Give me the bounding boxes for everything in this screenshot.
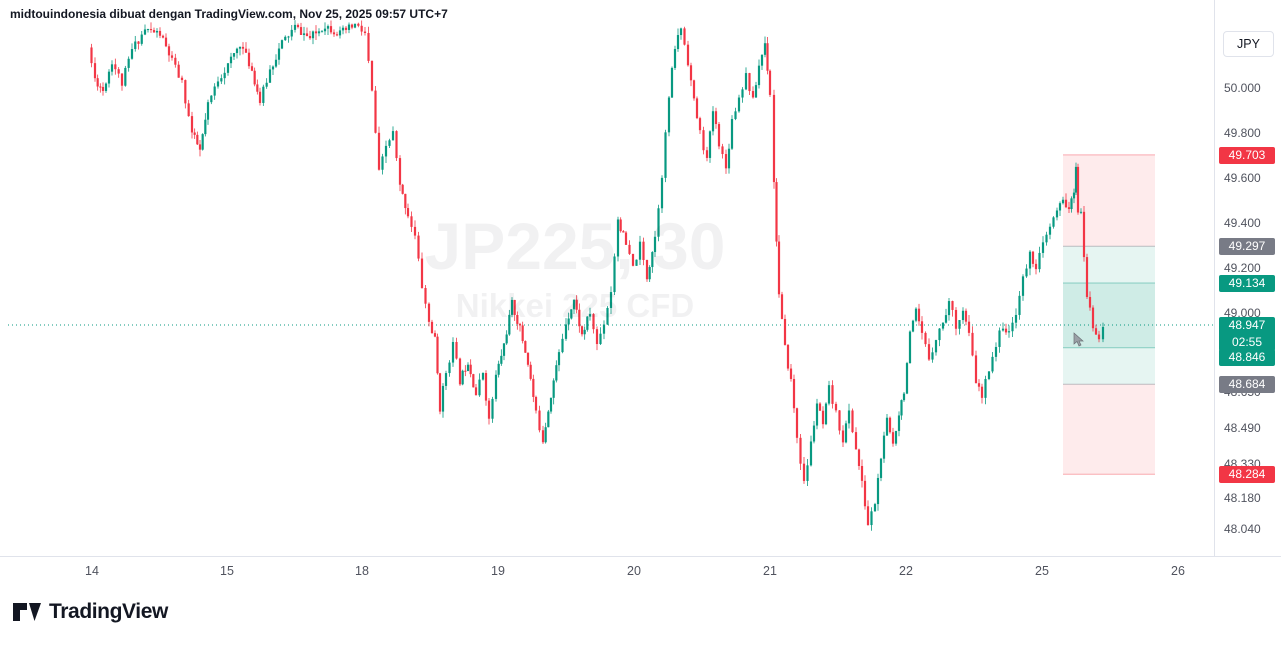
tradingview-logo-icon xyxy=(13,603,41,621)
current-price-badge: 48.947 02:55 xyxy=(1219,317,1275,352)
price-tick-label: 49.600 xyxy=(1224,171,1261,186)
time-tick-label: 21 xyxy=(763,564,777,578)
attribution-text: midtouindonesia dibuat dengan TradingVie… xyxy=(10,7,448,21)
time-axis[interactable]: 14 15 18 19 20 21 22 25 26 xyxy=(0,556,1281,586)
tradingview-logo[interactable]: TradingView xyxy=(12,600,168,624)
price-level-badge[interactable]: 48.846 xyxy=(1219,349,1275,367)
price-axis[interactable]: JPY 50.000 49.800 49.600 49.400 49.200 49.000… xyxy=(1214,0,1281,585)
badge-price-text: 48.284 xyxy=(1228,467,1266,482)
bar-countdown-text: 02:55 xyxy=(1231,335,1263,350)
candles xyxy=(90,20,1105,531)
candlestick-chart[interactable] xyxy=(0,0,1214,556)
price-tick-label: 49.800 xyxy=(1224,126,1261,140)
badge-price-text: 49.134 xyxy=(1228,275,1266,290)
time-tick-label: 25 xyxy=(1035,564,1049,578)
badge-price-text: 49.703 xyxy=(1228,147,1266,162)
long-position-loss-zone[interactable] xyxy=(1063,384,1155,475)
price-level-badge[interactable]: 48.284 xyxy=(1219,466,1275,484)
currency-button[interactable]: JPY xyxy=(1223,31,1274,57)
short-position-profit-zone[interactable] xyxy=(1063,246,1155,348)
price-tick-label: 48.040 xyxy=(1224,522,1261,537)
price-tick-label: 49.000 xyxy=(1224,306,1261,321)
time-tick-label: 18 xyxy=(355,564,369,578)
badge-price-text: 48.846 xyxy=(1228,350,1266,365)
time-tick-label: 20 xyxy=(627,564,641,578)
time-tick-label: 15 xyxy=(220,564,234,578)
long-position-profit-zone[interactable] xyxy=(1063,282,1155,385)
price-level-badge[interactable]: 49.297 xyxy=(1219,238,1275,256)
price-tick-label: 48.180 xyxy=(1224,490,1261,505)
time-tick-label: 26 xyxy=(1171,564,1185,578)
mouse-cursor-icon xyxy=(1073,332,1084,347)
price-level-badge[interactable]: 49.134 xyxy=(1219,274,1275,292)
time-tick-label: 14 xyxy=(85,564,99,578)
tradingview-logo-text: TradingView xyxy=(49,600,168,623)
badge-price-text: 48.684 xyxy=(1228,377,1266,392)
price-tick-label: 49.400 xyxy=(1224,216,1261,231)
price-level-badge[interactable]: 49.703 xyxy=(1219,146,1275,164)
badge-price-text: 49.297 xyxy=(1228,239,1266,254)
price-tick-label: 48.490 xyxy=(1224,420,1261,435)
time-tick-label: 19 xyxy=(491,564,505,578)
chart-pane[interactable]: JP225, 30 Nikkei 225 CFD midtouindonesia… xyxy=(0,0,1214,556)
badge-price-text: 48.947 xyxy=(1228,318,1266,333)
price-tick-label: 50.000 xyxy=(1224,80,1261,95)
time-tick-label: 22 xyxy=(899,564,913,578)
price-level-badge[interactable]: 48.684 xyxy=(1219,376,1275,394)
price-tick-label: 49.200 xyxy=(1224,261,1261,276)
